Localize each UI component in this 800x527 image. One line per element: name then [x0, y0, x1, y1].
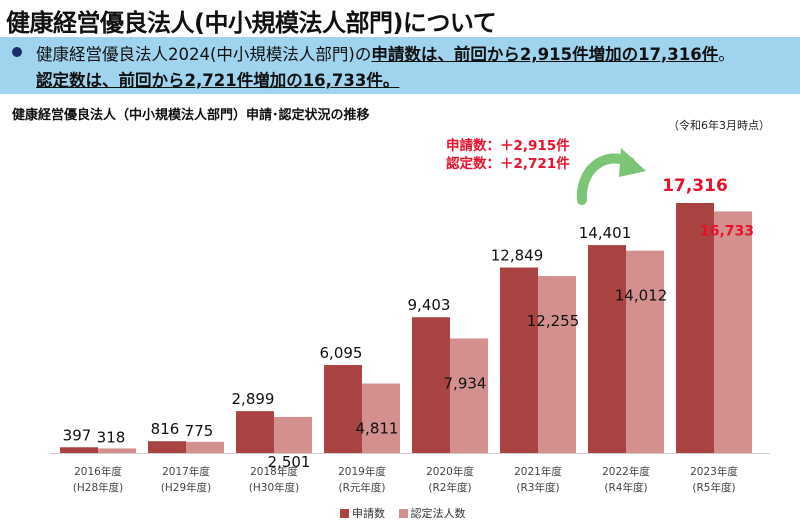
data-label-applications: 816 — [151, 420, 180, 438]
summary-line-1: 健康経営優良法人2024(中小規模法人部門)の申請数は、前回から2,915件増加… — [36, 41, 735, 65]
data-label-certified: 4,811 — [356, 420, 399, 438]
legend: 申請数 認定法人数 — [340, 505, 476, 521]
x-tick-label-era: (H29年度) — [161, 481, 211, 494]
bar-applications — [676, 203, 714, 453]
change-callout: 申請数：＋2,915件 認定数：＋2,721件 — [446, 137, 570, 173]
data-label-applications: 2,899 — [232, 390, 275, 408]
summary-prefix: 健康経営優良法人2024(中小規模法人部門)の — [36, 45, 372, 64]
chart-title: 健康経営優良法人（中小規模法人部門）申請･認定状況の推移 — [12, 108, 370, 123]
summary-applications: 申請数は、前回から2,915件増加の17,316件 — [371, 45, 719, 64]
legend-label-certified: 認定法人数 — [410, 507, 466, 520]
x-tick-label-year: 2016年度 — [74, 465, 122, 478]
page-title: 健康経営優良法人(中小規模法人部門)について — [6, 9, 497, 37]
data-label-certified: 14,012 — [615, 287, 668, 305]
data-label-certified: 16,733 — [700, 223, 754, 239]
x-tick-label-year: 2023年度 — [690, 465, 738, 478]
bar-certified — [538, 276, 576, 453]
x-tick-label-year: 2018年度 — [250, 465, 298, 478]
data-label-applications: 9,403 — [408, 296, 451, 314]
legend-label-applications: 申請数 — [352, 507, 385, 520]
bar-certified — [274, 416, 312, 453]
bar-applications — [60, 447, 98, 453]
x-tick-label-era: (H30年度) — [249, 481, 299, 494]
summary-box: 健康経営優良法人2024(中小規模法人部門)の申請数は、前回から2,915件増加… — [0, 37, 800, 94]
x-tick-label-era: (R2年度) — [428, 481, 471, 494]
data-label-applications: 12,849 — [491, 246, 544, 264]
summary-certified: 認定数は、前回から2,721件増加の16,733件 — [36, 71, 383, 90]
bar-applications — [324, 365, 362, 453]
as-of-date: （令和6年3月時点） — [668, 119, 770, 132]
data-label-applications: 14,401 — [579, 224, 632, 242]
x-tick-label-year: 2021年度 — [514, 465, 562, 478]
data-label-certified: 7,934 — [444, 374, 487, 392]
callout-applications: 申請数：＋2,915件 — [446, 138, 570, 154]
x-tick-label-era: (R3年度) — [516, 481, 559, 494]
bar-certified — [98, 448, 136, 453]
x-tick-label-year: 2019年度 — [338, 465, 386, 478]
callout-certified: 認定数：＋2,721件 — [446, 156, 570, 172]
x-tick-label-year: 2022年度 — [602, 465, 650, 478]
bar-certified — [626, 250, 664, 453]
bar-certified — [186, 441, 224, 453]
data-label-certified: 318 — [97, 428, 126, 446]
data-label-certified: 2,501 — [268, 453, 311, 471]
arrow-head — [619, 148, 646, 177]
bar-certified — [714, 211, 752, 453]
legend-item-applications: 申請数 — [340, 507, 385, 520]
x-tick-label-era: (H28年度) — [73, 481, 123, 494]
x-tick-label-year: 2017年度 — [162, 465, 210, 478]
x-tick-label-year: 2020年度 — [426, 465, 474, 478]
x-tick-label-era: (R5年度) — [692, 481, 735, 494]
legend-item-certified: 認定法人数 — [398, 507, 466, 520]
bar-certified — [362, 383, 400, 453]
summary-end-1: 。 — [718, 45, 735, 64]
data-label-applications: 6,095 — [320, 344, 363, 362]
bar-applications — [236, 411, 274, 453]
bar-applications — [148, 441, 186, 453]
legend-swatch-certified — [398, 509, 408, 518]
x-tick-label-era: (R元年度) — [339, 481, 386, 494]
data-label-applications: 17,316 — [662, 176, 728, 196]
bar-certified — [450, 338, 488, 453]
bar-applications — [500, 267, 538, 453]
legend-swatch-applications — [340, 509, 349, 518]
data-label-certified: 775 — [185, 422, 214, 440]
bar-applications — [412, 317, 450, 453]
bar-applications — [588, 245, 626, 453]
data-label-certified: 12,255 — [527, 312, 580, 330]
summary-end-2: 。 — [382, 71, 400, 90]
bullet-icon — [12, 47, 22, 57]
summary-line-2: 認定数は、前回から2,721件増加の16,733件。 — [36, 67, 399, 91]
data-label-applications: 397 — [63, 426, 92, 444]
x-tick-label-era: (R4年度) — [604, 481, 647, 494]
